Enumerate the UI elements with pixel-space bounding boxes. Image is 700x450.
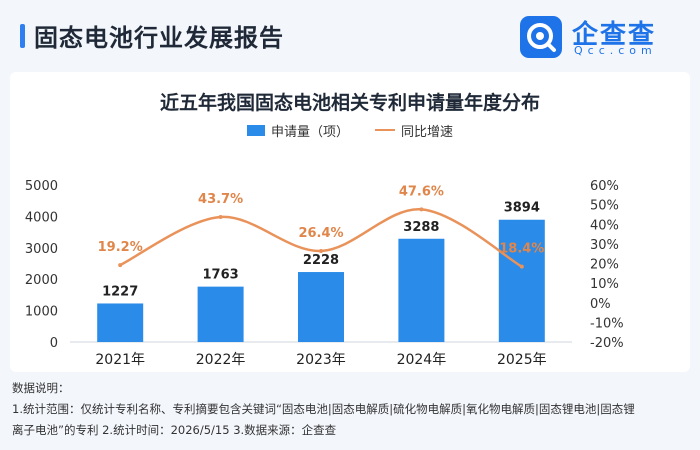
growth-rate-point [118,263,123,268]
bar [197,286,244,342]
report-header: 固态电池行业发展报告 企查查 Qcc.com [0,0,700,70]
growth-rate-label: 19.2% [98,240,143,255]
bar [498,219,545,342]
notes-line-1: 1.统计范围：仅统计专利名称、专利摘要包含关键词“固态电池|固态电解质|硫化物电… [12,402,635,416]
y-right-tick-label: 40% [590,218,619,233]
x-tick-label: 2025年 [497,352,547,368]
legend-item-bar[interactable]: 申请量（项） [246,121,349,140]
y-right-tick-label: 20% [590,258,619,273]
y-right-tick-label: 60% [590,179,619,194]
y-right-tick-label: 50% [590,199,619,214]
y-left-tick-label: 5000 [25,179,58,194]
growth-rate-point [519,264,524,269]
x-tick-label: 2024年 [397,352,447,368]
notes-heading: 数据说明： [12,381,70,395]
growth-rate-label: 43.7% [198,192,243,207]
header-accent-bar [20,24,25,48]
logo-domain: Qcc.com [574,44,657,57]
y-right-tick-label: -10% [590,316,624,331]
legend-label-line: 同比增速 [401,124,454,140]
y-right-tick-label: 10% [590,277,619,292]
legend-swatch-bar [246,124,265,136]
y-right-tick-label: 30% [590,238,619,253]
legend-swatch-line [375,129,395,131]
chart-title: 近五年我国固态电池相关专利申请量年度分布 [159,92,540,114]
qcc-logo: 企查查 Qcc.com [520,14,690,58]
x-tick-label: 2021年 [95,352,145,368]
y-left-tick-label: 4000 [25,210,58,225]
bar [97,303,144,342]
x-tick-label: 2023年 [296,352,346,368]
bar-value-label: 1763 [203,268,239,283]
bar-value-label: 3288 [403,220,439,235]
growth-rate-label: 26.4% [298,226,343,241]
report-title: 固态电池行业发展报告 [34,24,284,52]
growth-rate-point [218,214,223,219]
logo-name: 企查查 [572,20,657,50]
chart-legend: 申请量（项） 同比增速 [0,120,700,140]
growth-rate-point [319,248,323,253]
y-left-tick-label: 3000 [25,242,58,257]
bar [298,272,344,342]
bar-value-label: 1227 [102,284,138,299]
y-right-tick-label: 0% [590,297,611,312]
notes-line-2: 离子电池”的专利 2.统计时间：2026/5/15 3.数据来源：企查查 [12,423,337,437]
y-right-tick-label: -20% [590,336,624,351]
growth-rate-label: 47.6% [399,184,444,199]
growth-rate-label: 18.4% [499,242,544,257]
legend-label-bar: 申请量（项） [270,124,349,140]
x-tick-label: 2022年 [196,352,246,368]
data-notes: 数据说明： 1.统计范围：仅统计专利名称、专利摘要包含关键词“固态电池|固态电解… [12,378,692,441]
bar-value-label: 2228 [303,253,339,268]
bar-value-label: 3894 [504,201,540,216]
growth-rate-point [419,207,424,212]
bar [398,238,445,342]
qcc-logo-icon [520,16,562,58]
magnifier-icon [527,23,556,52]
y-left-tick-label: 2000 [25,273,58,288]
y-left-tick-label: 1000 [25,305,58,320]
y-left-tick-label: 0 [50,336,58,351]
legend-item-line[interactable]: 同比增速 [375,121,453,140]
